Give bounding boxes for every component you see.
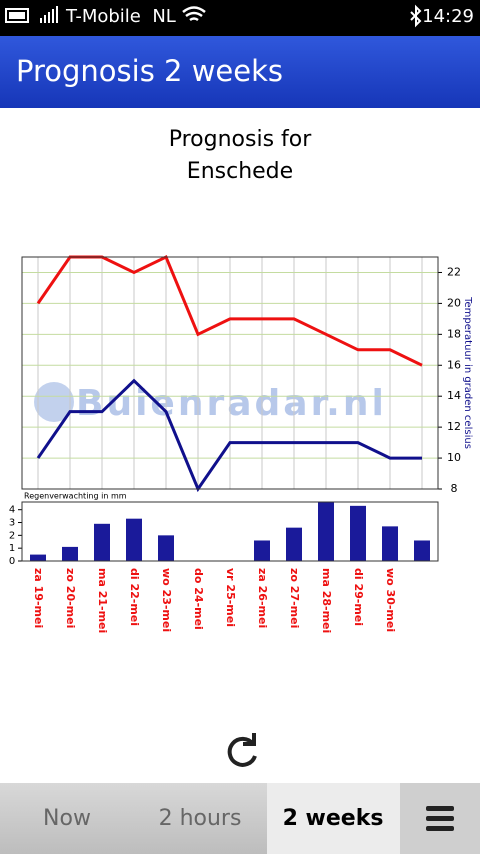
menu-button[interactable]	[426, 806, 454, 831]
plot-frame	[21, 501, 439, 562]
tab[interactable]: Now	[43, 806, 91, 831]
y-tick-label: 14	[447, 389, 461, 402]
bar	[94, 523, 110, 561]
bar	[318, 502, 334, 561]
heading: Enschede	[187, 159, 293, 184]
y-tick-label: 8	[451, 482, 458, 495]
tab-selected-bg	[267, 783, 400, 854]
y-tick-label: 10	[447, 451, 461, 464]
tab[interactable]: 2 weeks	[283, 806, 384, 831]
x-tick-label: do 24-mei	[192, 568, 205, 630]
status-bar	[0, 0, 480, 36]
heading: Prognosis for	[169, 127, 313, 152]
x-tick-label: za 26-mei	[256, 568, 269, 628]
header	[0, 36, 480, 108]
bar	[254, 540, 270, 561]
x-tick-label: ma 28-mei	[320, 568, 333, 633]
y-axis-label: Temperatuur in graden celsius	[462, 296, 473, 449]
x-tick-label: vr 25-mei	[224, 568, 237, 627]
y-tick-label: 1	[9, 543, 15, 554]
bar	[286, 527, 302, 561]
y-tick-label: 4	[9, 505, 15, 516]
line-series	[36, 378, 422, 493]
battery-icon	[5, 8, 29, 23]
y-tick-label: 0	[9, 556, 15, 567]
x-tick-label: di 29-mei	[352, 568, 365, 626]
watermark-logo	[34, 382, 74, 422]
battery-level	[9, 12, 25, 19]
bar	[30, 554, 46, 561]
bar	[414, 540, 430, 561]
header-title: Prognosis 2 weeks	[16, 54, 283, 88]
carrier: T-Mobile NL	[65, 6, 176, 27]
bar	[62, 546, 78, 561]
x-tick-label: ma 21-mei	[96, 568, 109, 633]
y-tick-label: 12	[447, 420, 461, 433]
clock: 14:29	[422, 6, 474, 27]
watermark: Buienradar.nl	[76, 383, 387, 424]
x-tick-label: zo 20-mei	[64, 568, 77, 628]
bar	[382, 526, 398, 561]
y-tick-label: 22	[447, 265, 461, 278]
bar	[126, 518, 142, 561]
bar	[158, 535, 174, 561]
y-tick-label: 2	[9, 530, 15, 541]
bluetooth-icon	[410, 4, 422, 28]
tab[interactable]: 2 hours	[159, 806, 242, 831]
x-tick-label: di 22-mei	[128, 568, 141, 626]
wifi-icon	[182, 6, 206, 22]
x-tick-label: wo 23-mei	[160, 568, 173, 632]
refresh-button[interactable]	[227, 733, 257, 767]
x-tick-label: wo 30-mei	[384, 568, 397, 632]
y-tick-label: 3	[9, 518, 15, 529]
bar	[350, 505, 366, 561]
chart-title: Regenverwachting in mm	[24, 492, 127, 501]
x-tick-label: za 19-mei	[32, 568, 45, 628]
signal-icon	[40, 6, 58, 23]
y-tick-label: 18	[447, 327, 461, 340]
y-tick-label: 20	[447, 296, 461, 309]
y-tick-label: 16	[447, 358, 461, 371]
x-tick-label: zo 27-mei	[288, 568, 301, 628]
plot-frame	[21, 256, 439, 490]
